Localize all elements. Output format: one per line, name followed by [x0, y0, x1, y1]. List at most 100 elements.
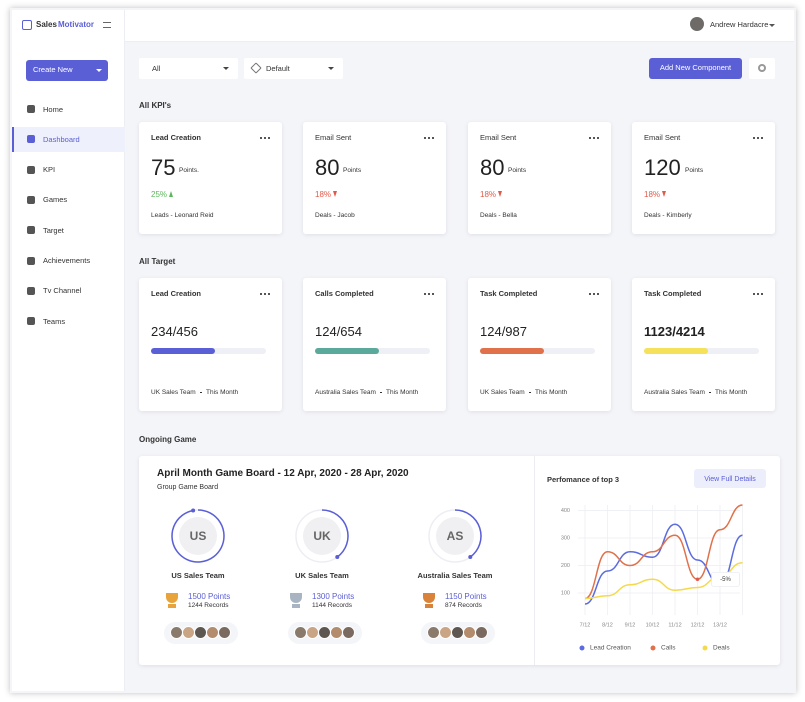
- avatar-group: [421, 622, 495, 644]
- target-card[interactable]: Task Completed 124/987 UK Sales Team This M…: [468, 278, 611, 411]
- more-menu[interactable]: [589, 293, 599, 296]
- more-menu[interactable]: [753, 137, 763, 140]
- menu-item[interactable]: Teams: [12, 309, 125, 334]
- team-initials-circle: UK: [303, 517, 341, 555]
- menu-label: Achievements: [43, 256, 91, 265]
- more-menu[interactable]: [424, 137, 434, 140]
- kpi-card[interactable]: Lead Creation 75 Points. 25% Leads - Leonard…: [139, 122, 282, 234]
- target-period: This Month: [535, 389, 568, 396]
- target-progress: 124/654: [315, 324, 362, 339]
- kpi-unit: Points: [508, 167, 527, 174]
- create-button-label: Create New: [33, 65, 73, 74]
- star-icon: [250, 62, 262, 74]
- menu-item[interactable]: Target: [12, 218, 125, 243]
- caret: [96, 69, 102, 72]
- team-initials-circle: US: [179, 517, 217, 555]
- menu-icon: [27, 256, 35, 265]
- kpi-change: 18%: [480, 190, 497, 199]
- more-menu[interactable]: [260, 137, 270, 140]
- menu-item[interactable]: Dashboard: [12, 127, 125, 153]
- add-button-label: Add New Component: [659, 63, 732, 72]
- settings-button[interactable]: [749, 58, 775, 79]
- kpi-footer: Leads - Leonard Reid: [151, 212, 214, 219]
- team-name: UK Sales Team: [295, 571, 349, 580]
- kpi-value: 80: [315, 155, 340, 180]
- separator: [200, 392, 202, 393]
- target-card[interactable]: Calls Completed 124/654 Australia Sales Te…: [303, 278, 446, 411]
- menu-label: Teams: [43, 316, 66, 326]
- target-card[interactable]: Task Completed 1123/4214 Australia Sales T…: [632, 278, 775, 411]
- separator: [380, 392, 382, 393]
- progress-track: [480, 348, 595, 354]
- caret: [223, 67, 229, 70]
- avatar-group: [288, 622, 362, 644]
- kpi-card[interactable]: Email Sent 80 Points 18% Deals - Bella: [468, 122, 611, 234]
- menu-label: Dashboard: [43, 134, 80, 144]
- avatar: [342, 626, 355, 639]
- menu-label: Target: [43, 225, 64, 235]
- progress-fill: [644, 348, 708, 354]
- menu-item[interactable]: Tv Channel: [12, 279, 125, 304]
- more-menu[interactable]: [589, 137, 599, 140]
- more-menu[interactable]: [260, 293, 270, 296]
- add-button[interactable]: Add New Component: [649, 58, 742, 79]
- filter-dropdown[interactable]: All: [139, 58, 238, 79]
- kpi-unit: Points: [343, 167, 362, 174]
- caret: [328, 67, 334, 70]
- target-team: UK Sales Team: [151, 389, 196, 396]
- kpi-footer: Deals - Bella: [480, 212, 517, 219]
- section-title: All Target: [139, 257, 176, 266]
- trophy-icon: [290, 593, 302, 603]
- kpi-value: 75: [151, 155, 176, 180]
- divider: [534, 456, 535, 665]
- menu-icon: [27, 195, 35, 204]
- kpi-card[interactable]: Email Sent 80 Points 18% Deals - Jacob: [303, 122, 446, 234]
- brand-accent: Motivator: [58, 20, 94, 29]
- menu-item[interactable]: Games: [12, 188, 125, 213]
- target-card[interactable]: Lead Creation 234/456 UK Sales Team This Mo…: [139, 278, 282, 411]
- more-menu[interactable]: [424, 293, 434, 296]
- menu-toggle[interactable]: [103, 22, 111, 28]
- separator: [709, 392, 711, 393]
- menu-item[interactable]: Home: [12, 97, 125, 122]
- kpi-title: Email Sent: [480, 133, 517, 142]
- kpi-change: 18%: [644, 190, 661, 199]
- kpi-unit: Points: [685, 167, 704, 174]
- kpi-card[interactable]: Email Sent 120 Points 18% Deals - Kimberly: [632, 122, 775, 234]
- team-initials-circle: AS: [436, 517, 474, 555]
- topbar: [125, 10, 794, 42]
- trophy-icon: [166, 593, 178, 603]
- menu-label: Games: [43, 195, 68, 205]
- team-points: 1300 Points: [312, 592, 355, 601]
- trend-arrow: [498, 191, 502, 197]
- menu-label: Home: [43, 104, 64, 114]
- filter-label: All: [152, 63, 161, 73]
- progress-fill: [315, 348, 379, 354]
- more-menu[interactable]: [753, 293, 763, 296]
- menu-icon: [27, 135, 35, 144]
- target-period: This Month: [206, 389, 239, 396]
- kpi-title: Lead Creation: [151, 133, 202, 142]
- user-name: Andrew Hardacre: [710, 20, 769, 29]
- target-team: Australia Sales Team: [315, 389, 376, 396]
- team-records: 1144 Records: [312, 602, 352, 609]
- team-points: 1150 Points: [445, 592, 487, 601]
- target-progress: 234/456: [151, 324, 198, 339]
- avatar-group: [164, 622, 238, 644]
- target-progress: 124/987: [480, 324, 527, 339]
- menu-item[interactable]: Achievements: [12, 249, 125, 274]
- menu-icon: [27, 165, 35, 174]
- create-button[interactable]: Create New: [26, 60, 108, 81]
- section-title: Ongoing Game: [139, 435, 197, 444]
- brand-icon: [22, 20, 32, 30]
- menu-item[interactable]: KPI: [12, 158, 125, 183]
- target-period: This Month: [386, 389, 419, 396]
- kpi-unit: Points.: [179, 167, 199, 174]
- avatar: [218, 626, 231, 639]
- target-team: Australia Sales Team: [644, 389, 705, 396]
- menu-icon: [27, 317, 35, 326]
- user-caret[interactable]: [769, 24, 775, 27]
- kpi-footer: Deals - Jacob: [315, 212, 355, 219]
- filter-dropdown[interactable]: Default: [244, 58, 343, 79]
